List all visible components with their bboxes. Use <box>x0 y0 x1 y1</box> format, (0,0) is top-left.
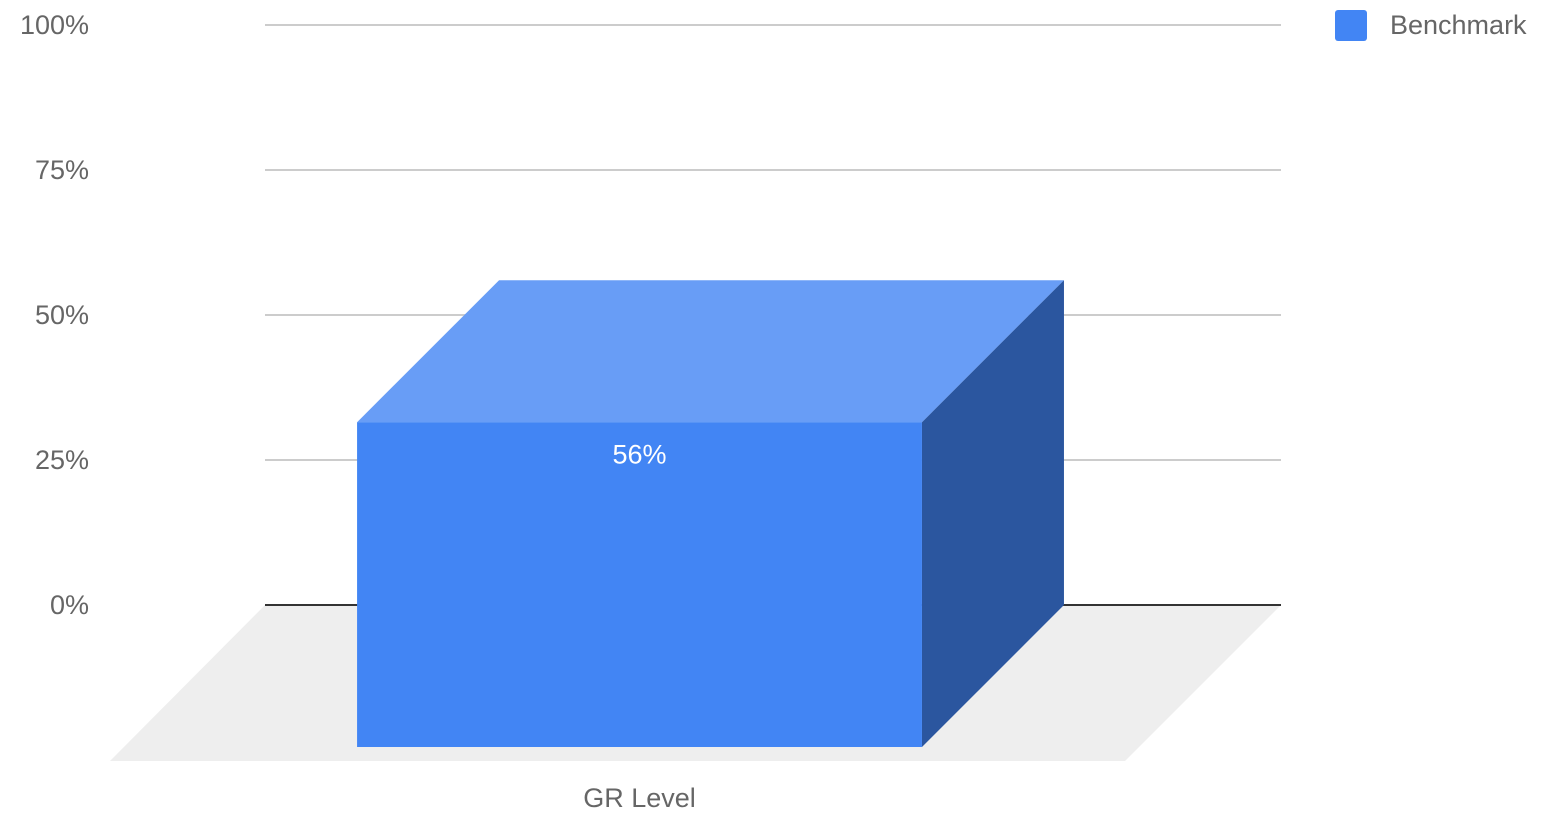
data-label: 56% <box>612 439 666 469</box>
y-tick-label: 0% <box>50 590 89 620</box>
y-tick-label: 25% <box>35 445 89 475</box>
y-tick-label: 75% <box>35 155 89 185</box>
bar-top <box>357 280 1064 423</box>
legend-swatch <box>1335 10 1367 41</box>
y-tick-label: 50% <box>35 300 89 330</box>
bar <box>357 422 922 747</box>
x-tick-label: GR Level <box>583 783 696 813</box>
y-tick-label: 100% <box>20 10 89 40</box>
bar-side <box>921 280 1064 747</box>
legend-label: Benchmark <box>1390 10 1527 40</box>
